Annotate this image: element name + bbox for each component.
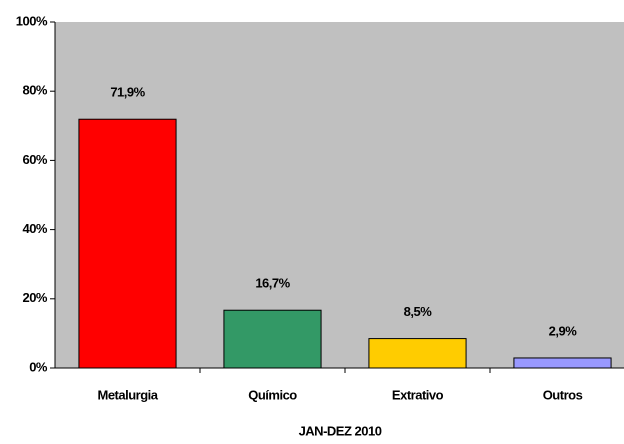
bar <box>223 309 322 369</box>
value-label: 16,7% <box>255 276 290 291</box>
y-tick-label: 80% <box>22 83 47 98</box>
bar <box>368 338 467 369</box>
bar <box>78 118 177 369</box>
y-tick-label: 60% <box>22 152 47 167</box>
y-tick-label: 40% <box>22 221 47 236</box>
bar <box>513 357 612 369</box>
x-tick-label: Extrativo <box>392 387 444 402</box>
y-tick-label: 100% <box>16 13 48 28</box>
x-tick-label: Metalurgia <box>97 387 158 402</box>
x-tick-label: Químico <box>248 387 297 402</box>
value-label: 2,9% <box>549 323 578 338</box>
value-label: 8,5% <box>404 304 433 319</box>
x-tick-label: Outros <box>543 387 583 402</box>
y-tick-label: 20% <box>22 290 47 305</box>
y-tick-label: 0% <box>29 359 48 374</box>
value-label: 71,9% <box>110 85 145 100</box>
x-axis-label: JAN-DEZ 2010 <box>299 423 382 438</box>
